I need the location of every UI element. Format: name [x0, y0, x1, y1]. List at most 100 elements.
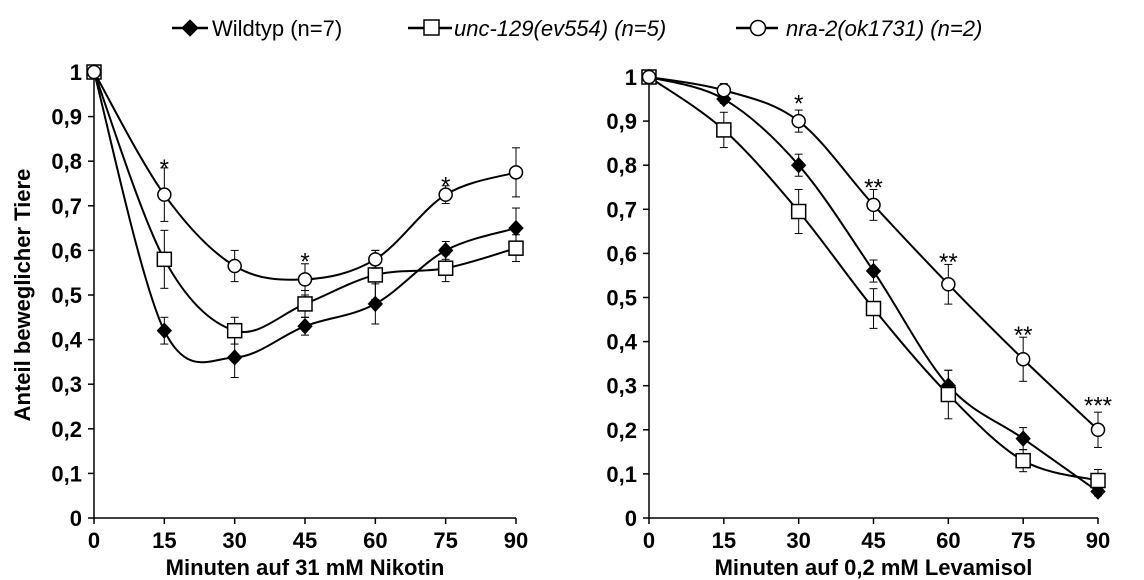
y-tick-label: 0,3	[606, 374, 637, 399]
x-tick-label: 75	[1011, 528, 1035, 553]
legend: Wildtyp (n=7) unc-129(ev554) (n=5) nra-2…	[172, 16, 982, 41]
data-point-wildtyp	[226, 349, 243, 366]
data-point-unc129	[508, 240, 524, 256]
data-point-nra2	[438, 187, 453, 202]
y-tick-label: 0	[625, 506, 637, 531]
data-point-nra2	[86, 64, 102, 80]
legend-label-unc129: unc-129(ev554) (n=5)	[454, 16, 666, 41]
legend-label-nra2: nra-2(ok1731) (n=2)	[786, 16, 982, 41]
data-point-nra2	[368, 252, 383, 267]
data-point-unc129	[437, 260, 454, 276]
legend-diamond-marker-icon	[181, 19, 199, 37]
y-tick-label: 0,8	[606, 153, 637, 178]
y-tick-label: 0,5	[606, 286, 637, 311]
data-point-wildtyp	[156, 322, 173, 339]
data-point-unc129	[367, 267, 384, 283]
y-tick-label: 0,7	[606, 197, 637, 222]
x-tick-label: 45	[293, 528, 317, 553]
legend-entry-wildtyp: Wildtyp (n=7)	[172, 16, 342, 41]
legend-label-wildtyp: Wildtyp (n=7)	[212, 16, 342, 41]
data-point-unc129	[226, 322, 243, 339]
data-point-wildtyp	[297, 317, 313, 335]
x-tick-label: 30	[786, 528, 810, 553]
x-tick-label: 90	[1086, 528, 1110, 553]
x-tick-label: 45	[861, 528, 885, 553]
y-tick-label: 0,9	[606, 109, 637, 134]
legend-entry-unc129: unc-129(ev554) (n=5)	[408, 16, 666, 41]
data-point-unc129	[1090, 472, 1106, 489]
data-point-nra2	[641, 69, 657, 85]
data-point-nra2	[227, 258, 242, 274]
legend-circle-marker-icon	[749, 19, 767, 37]
y-tick-label: 0,8	[51, 149, 82, 174]
data-point-nra2	[157, 187, 172, 202]
x-axis-title: Minuten auf 31 mM Nikotin	[166, 555, 445, 580]
y-tick-label: 0,1	[606, 462, 637, 487]
x-tick-label: 30	[222, 528, 246, 553]
significance-marker: **	[939, 249, 958, 276]
data-point-nra2	[1015, 351, 1031, 367]
x-tick-label: 0	[643, 528, 655, 553]
x-tick-label: 90	[504, 528, 528, 553]
data-point-unc129	[865, 300, 882, 317]
y-tick-label: 0,2	[51, 417, 82, 442]
significance-marker: *	[160, 155, 169, 182]
data-point-nra2	[716, 82, 732, 98]
y-tick-label: 0,1	[51, 461, 82, 486]
series-line-wildtyp	[93, 71, 517, 364]
data-point-unc129	[156, 251, 173, 268]
data-point-unc129	[716, 122, 732, 138]
significance-marker: **	[1014, 322, 1033, 349]
data-point-nra2	[297, 272, 313, 287]
data-point-wildtyp	[865, 262, 882, 280]
series-wildtyp	[86, 63, 524, 379]
significance-marker: *	[794, 90, 803, 117]
legend-square-marker-icon	[423, 19, 440, 36]
data-point-nra2	[941, 277, 956, 292]
series-line-wildtyp	[648, 76, 1099, 493]
data-point-unc129	[790, 203, 807, 220]
series-nra2	[86, 64, 524, 296]
y-tick-label: 0,6	[606, 241, 637, 266]
y-tick-label: 1	[70, 60, 82, 85]
significance-marker: *	[441, 173, 450, 200]
y-tick-label: 0,6	[51, 238, 82, 263]
y-tick-label: 1	[625, 65, 637, 90]
chart-panel-levamisol: 0 0,1 0,2 0,3 0,4 0,5 0,6 0,7 0,8 0,9 1 0 15 30 45 60 75…	[606, 65, 1112, 580]
x-tick-label: 75	[433, 528, 457, 553]
chart-panel-nikotin: 0 0,1 0,2 0,3 0,4 0,5 0,6 0,7 0,8 0,9 1 0 15 30 45 60 75…	[10, 60, 528, 580]
data-point-wildtyp	[367, 295, 384, 313]
x-axis-title: Minuten auf 0,2 mM Levamisol	[715, 555, 1033, 580]
data-point-unc129	[1015, 452, 1031, 469]
series-wildtyp	[641, 68, 1106, 500]
series-nra2	[641, 69, 1106, 448]
data-point-nra2	[791, 113, 806, 129]
x-tick-label: 60	[363, 528, 387, 553]
y-tick-label: 0,2	[606, 418, 637, 443]
data-point-unc129	[297, 296, 313, 312]
significance-marker: *	[300, 249, 309, 276]
y-tick-label: 0,4	[51, 328, 82, 353]
data-point-nra2	[1090, 422, 1106, 438]
data-point-wildtyp	[790, 156, 807, 174]
data-point-unc129	[940, 386, 957, 403]
significance-marker: ***	[1084, 393, 1112, 420]
data-point-wildtyp	[1015, 430, 1031, 447]
data-point-nra2	[866, 197, 881, 213]
y-tick-label: 0,7	[51, 194, 82, 219]
y-tick-label: 0	[70, 506, 82, 531]
data-point-nra2	[508, 165, 524, 180]
y-tick-label: 0,4	[606, 330, 637, 355]
x-tick-label: 0	[88, 528, 100, 553]
x-tick-label: 15	[152, 528, 176, 553]
data-point-wildtyp	[508, 219, 524, 237]
significance-marker: **	[864, 174, 883, 201]
y-tick-label: 0,9	[51, 105, 82, 130]
y-axis-title: Anteil beweglicher Tiere	[10, 169, 35, 422]
x-tick-label: 15	[712, 528, 736, 553]
x-tick-label: 60	[936, 528, 960, 553]
y-tick-label: 0,3	[51, 372, 82, 397]
y-tick-label: 0,5	[51, 283, 82, 308]
legend-entry-nra2: nra-2(ok1731) (n=2)	[736, 16, 982, 41]
